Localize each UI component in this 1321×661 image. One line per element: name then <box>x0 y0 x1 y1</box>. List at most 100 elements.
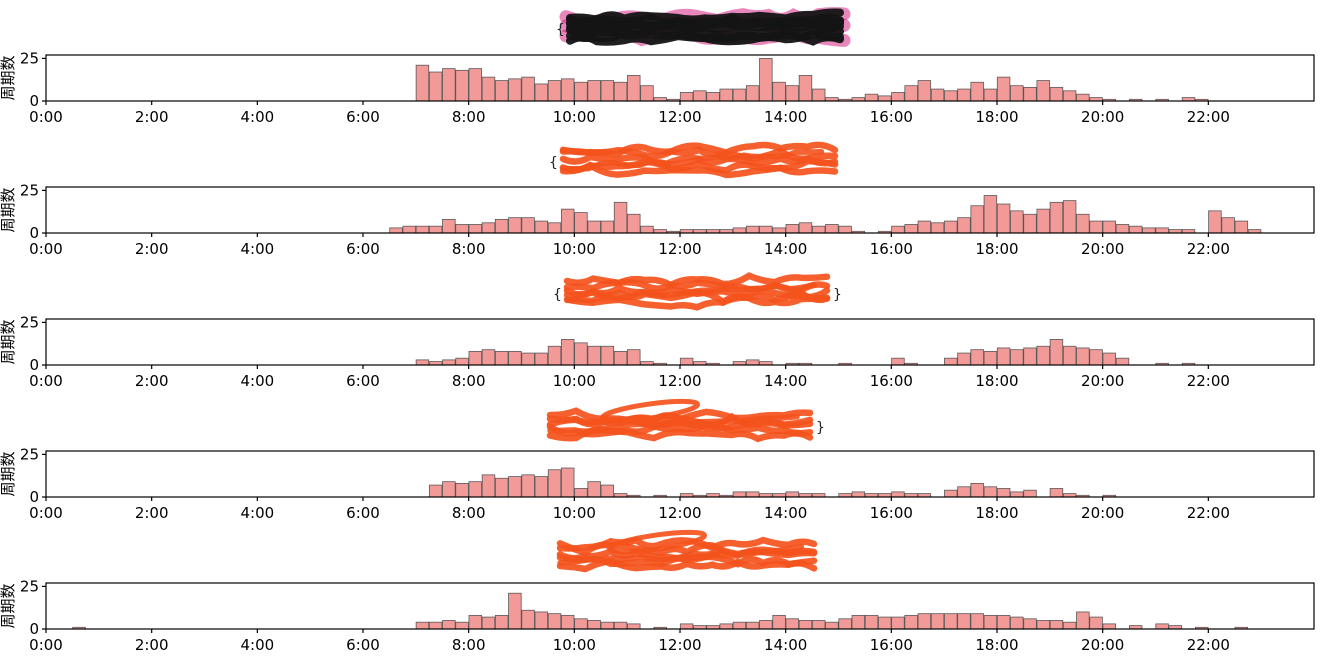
bar <box>494 477 509 498</box>
bar <box>944 489 958 498</box>
bar <box>930 613 945 630</box>
bar <box>996 347 1011 366</box>
bar <box>891 92 905 102</box>
title-redaction-scribble: { <box>556 7 851 47</box>
title-brace-left: { <box>549 155 558 171</box>
bar <box>534 476 549 498</box>
bar <box>798 75 813 102</box>
bar <box>904 85 918 102</box>
bar <box>481 474 496 498</box>
bar <box>547 469 562 498</box>
x-tick-label: 10:00 <box>553 372 596 390</box>
bar <box>455 69 469 102</box>
x-tick-label: 4:00 <box>240 240 274 258</box>
bar <box>719 88 733 102</box>
bar <box>970 613 984 630</box>
chart-svg: 25 0 周期数 0:00 2:00 4:00 6:00 8:00 10:00 12:00 14:0… <box>0 272 1315 390</box>
bar <box>442 481 456 498</box>
bar <box>428 621 443 630</box>
bar <box>521 76 535 102</box>
x-tick-label: 8:00 <box>452 504 486 522</box>
x-tick-label: 10:00 <box>553 108 596 126</box>
x-tick-label: 12:00 <box>658 240 701 258</box>
bar <box>1023 618 1037 630</box>
bar <box>415 621 430 630</box>
bar <box>1010 85 1024 102</box>
bar <box>1023 347 1037 366</box>
bar <box>561 208 575 234</box>
x-tick-label: 16:00 <box>870 636 913 654</box>
bar <box>944 357 958 366</box>
x-tick-label: 12:00 <box>658 372 701 390</box>
bar <box>481 616 496 630</box>
y-tick-label: 25 <box>20 313 39 331</box>
bar <box>1155 623 1169 630</box>
bar <box>468 68 482 102</box>
title-brace-right: } <box>833 287 842 303</box>
scribble-stroke <box>557 543 805 566</box>
bar <box>455 482 469 498</box>
bar <box>627 213 641 234</box>
bar <box>508 217 522 234</box>
bar <box>745 621 760 630</box>
bar <box>1115 357 1130 366</box>
x-tick-label: 0:00 <box>29 636 63 654</box>
x-tick-label: 22:00 <box>1187 372 1230 390</box>
bar <box>1062 90 1077 102</box>
x-tick-label: 6:00 <box>346 372 380 390</box>
bar <box>891 491 905 498</box>
bar <box>1023 489 1037 498</box>
bar <box>838 618 852 630</box>
bar <box>481 349 496 366</box>
bars <box>415 58 1209 102</box>
bar <box>759 620 773 630</box>
bar <box>811 88 826 102</box>
bar <box>732 621 747 630</box>
bar <box>574 342 588 366</box>
bar <box>904 224 918 234</box>
bar <box>442 359 456 366</box>
histogram-subplot-5: 25 0 周期数 0:00 2:00 4:00 6:00 8:00 10:00 12:00 14:0… <box>0 528 1321 660</box>
bar <box>600 345 615 366</box>
x-tick-label: 6:00 <box>346 636 380 654</box>
bar <box>481 76 496 102</box>
x-tick-label: 0:00 <box>29 504 63 522</box>
bar <box>494 80 509 102</box>
bar <box>1115 224 1130 234</box>
bar <box>468 224 482 234</box>
bar <box>1089 349 1103 366</box>
y-tick-label: 0 <box>29 356 39 374</box>
bar <box>851 614 866 630</box>
bar <box>587 620 601 630</box>
bar <box>587 481 601 498</box>
bar <box>825 224 839 234</box>
bar <box>481 222 496 234</box>
x-tick-label: 0:00 <box>29 108 63 126</box>
scribble-stroke <box>559 161 839 179</box>
bar <box>534 220 549 234</box>
bar <box>561 339 575 366</box>
bar <box>785 224 799 234</box>
title-redaction-scribble: } <box>546 398 825 443</box>
bar <box>1208 210 1222 234</box>
bar <box>864 93 879 102</box>
bar <box>455 357 469 366</box>
bar <box>547 80 562 102</box>
bar <box>574 212 588 234</box>
bar <box>613 350 628 366</box>
bar <box>917 80 932 102</box>
bar <box>468 614 482 630</box>
bar <box>521 217 535 234</box>
bar <box>547 613 562 630</box>
bar <box>1010 210 1024 234</box>
x-tick-label: 16:00 <box>870 240 913 258</box>
bar <box>442 68 456 102</box>
bar <box>587 80 601 102</box>
bar <box>745 225 760 234</box>
bar <box>811 225 826 234</box>
bar <box>613 201 628 234</box>
bar <box>891 357 905 366</box>
bar <box>1023 86 1037 102</box>
x-tick-label: 16:00 <box>870 504 913 522</box>
title-brace-left: { <box>556 22 565 38</box>
